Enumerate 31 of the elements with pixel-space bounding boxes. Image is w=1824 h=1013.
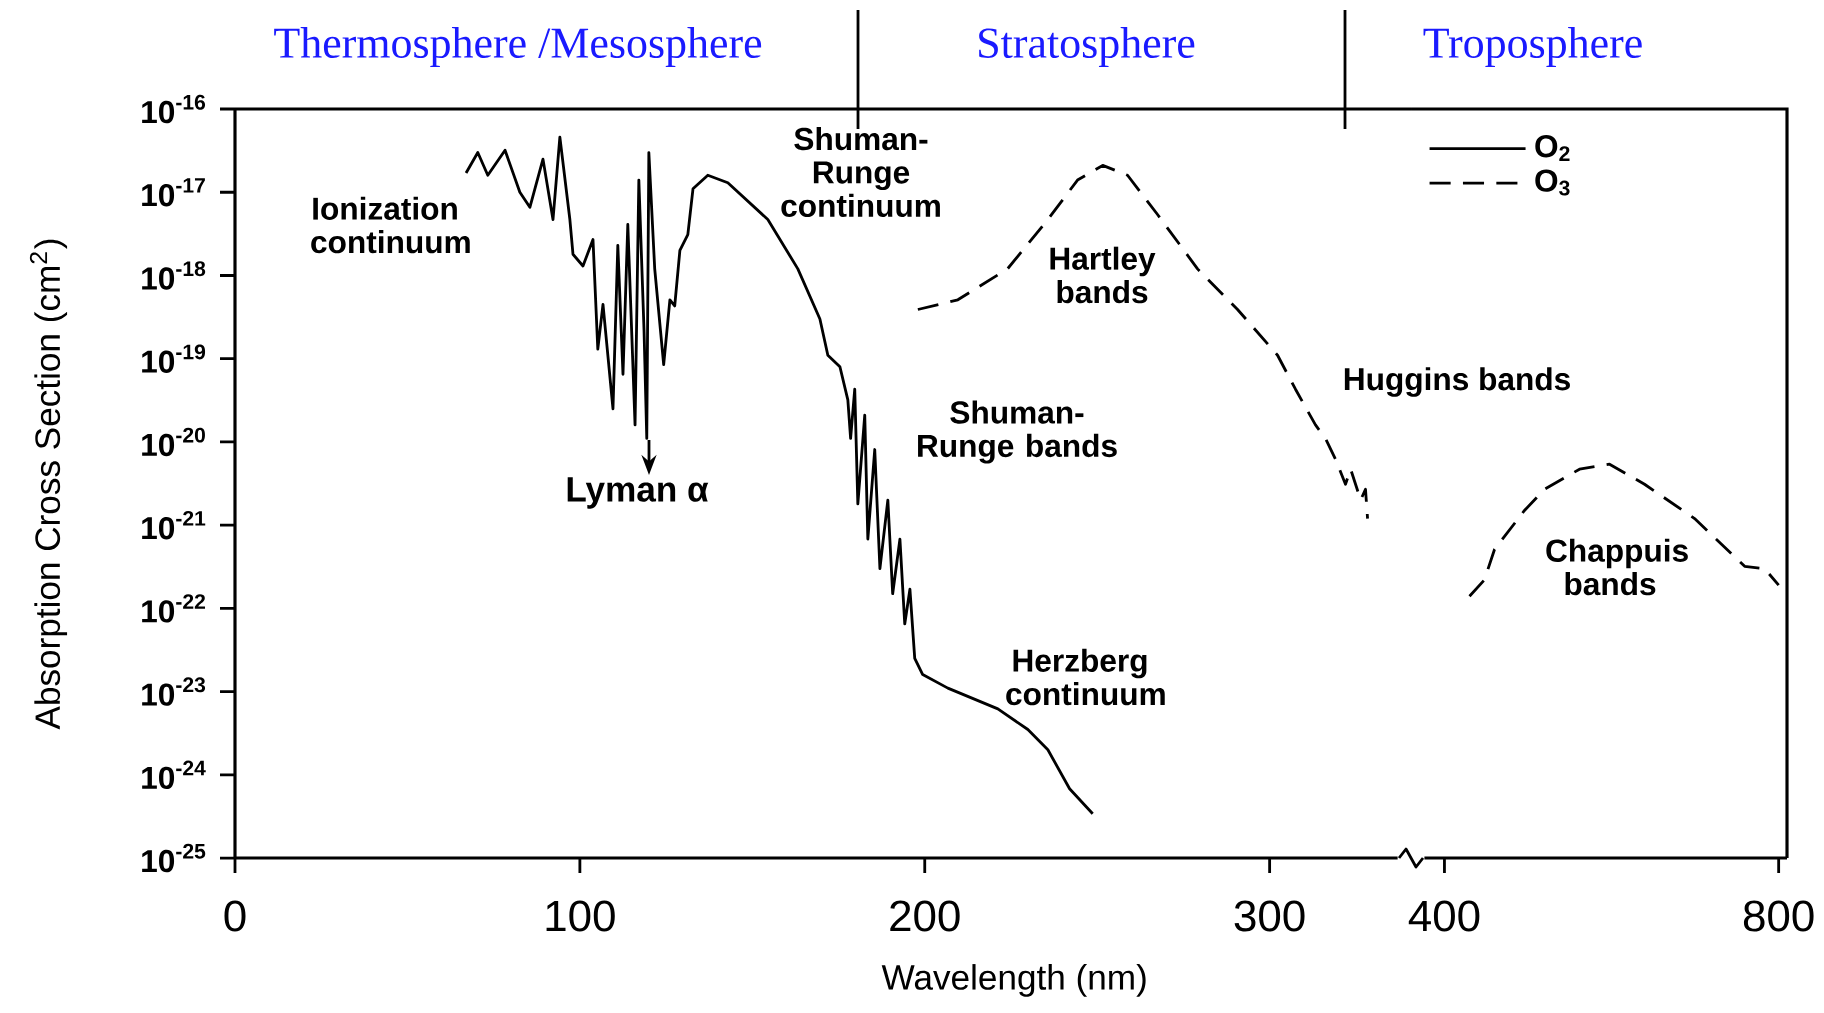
text: Thermosphere /Mesosphere bbox=[274, 27, 762, 67]
x-tick-label: 800 bbox=[1743, 900, 1814, 932]
annotation: Lyman α bbox=[567, 477, 709, 509]
annotation: Hartley bands bbox=[1050, 246, 1156, 304]
y-axis-title: Absorption Cross Section (cm$^{2}$) bbox=[29, 239, 68, 730]
y-tick-label: 10$^{-23}$ bbox=[142, 677, 206, 706]
x-tick-label: 100 bbox=[546, 900, 615, 932]
y-tick-label: 10$^{-17}$ bbox=[142, 178, 205, 207]
legend-label: O$_{2}$ bbox=[1535, 135, 1570, 161]
y-tick-label: 10$^{-18}$ bbox=[142, 261, 206, 290]
annotation: Herzberg continuum bbox=[1006, 648, 1165, 706]
x-axis-title: Wavelength (nm) bbox=[881, 964, 1146, 997]
text: Stratosphere bbox=[979, 27, 1195, 67]
x-tick-label: 400 bbox=[1408, 900, 1480, 932]
y-tick-label: 10$^{-22}$ bbox=[142, 594, 206, 623]
x-tick-label: 0 bbox=[224, 900, 246, 932]
text: Troposphere bbox=[1423, 27, 1642, 67]
y-tick-label: 10$^{-19}$ bbox=[142, 344, 206, 373]
annotation: Shuman-Runge continuum bbox=[781, 126, 940, 218]
y-tick-label: 10$^{-25}$ bbox=[142, 843, 206, 873]
y-tick-label: 10$^{-24}$ bbox=[142, 760, 206, 790]
annotation: Ionization continuum bbox=[311, 196, 470, 254]
y-tick-label: 10$^{-20}$ bbox=[142, 427, 205, 457]
y-tick-label: 10$^{-21}$ bbox=[142, 510, 206, 540]
x-tick-label: 200 bbox=[890, 900, 960, 932]
y-tick-label: 10$^{-16}$ bbox=[142, 94, 206, 124]
legend-label: O$_{3}$ bbox=[1535, 169, 1570, 196]
x-tick-label: 300 bbox=[1234, 900, 1305, 932]
annotation: Shuman-Runge bands bbox=[918, 400, 1117, 464]
annotation: Huggins bands bbox=[1344, 367, 1570, 397]
annotation: Chappuis bands bbox=[1546, 538, 1688, 596]
